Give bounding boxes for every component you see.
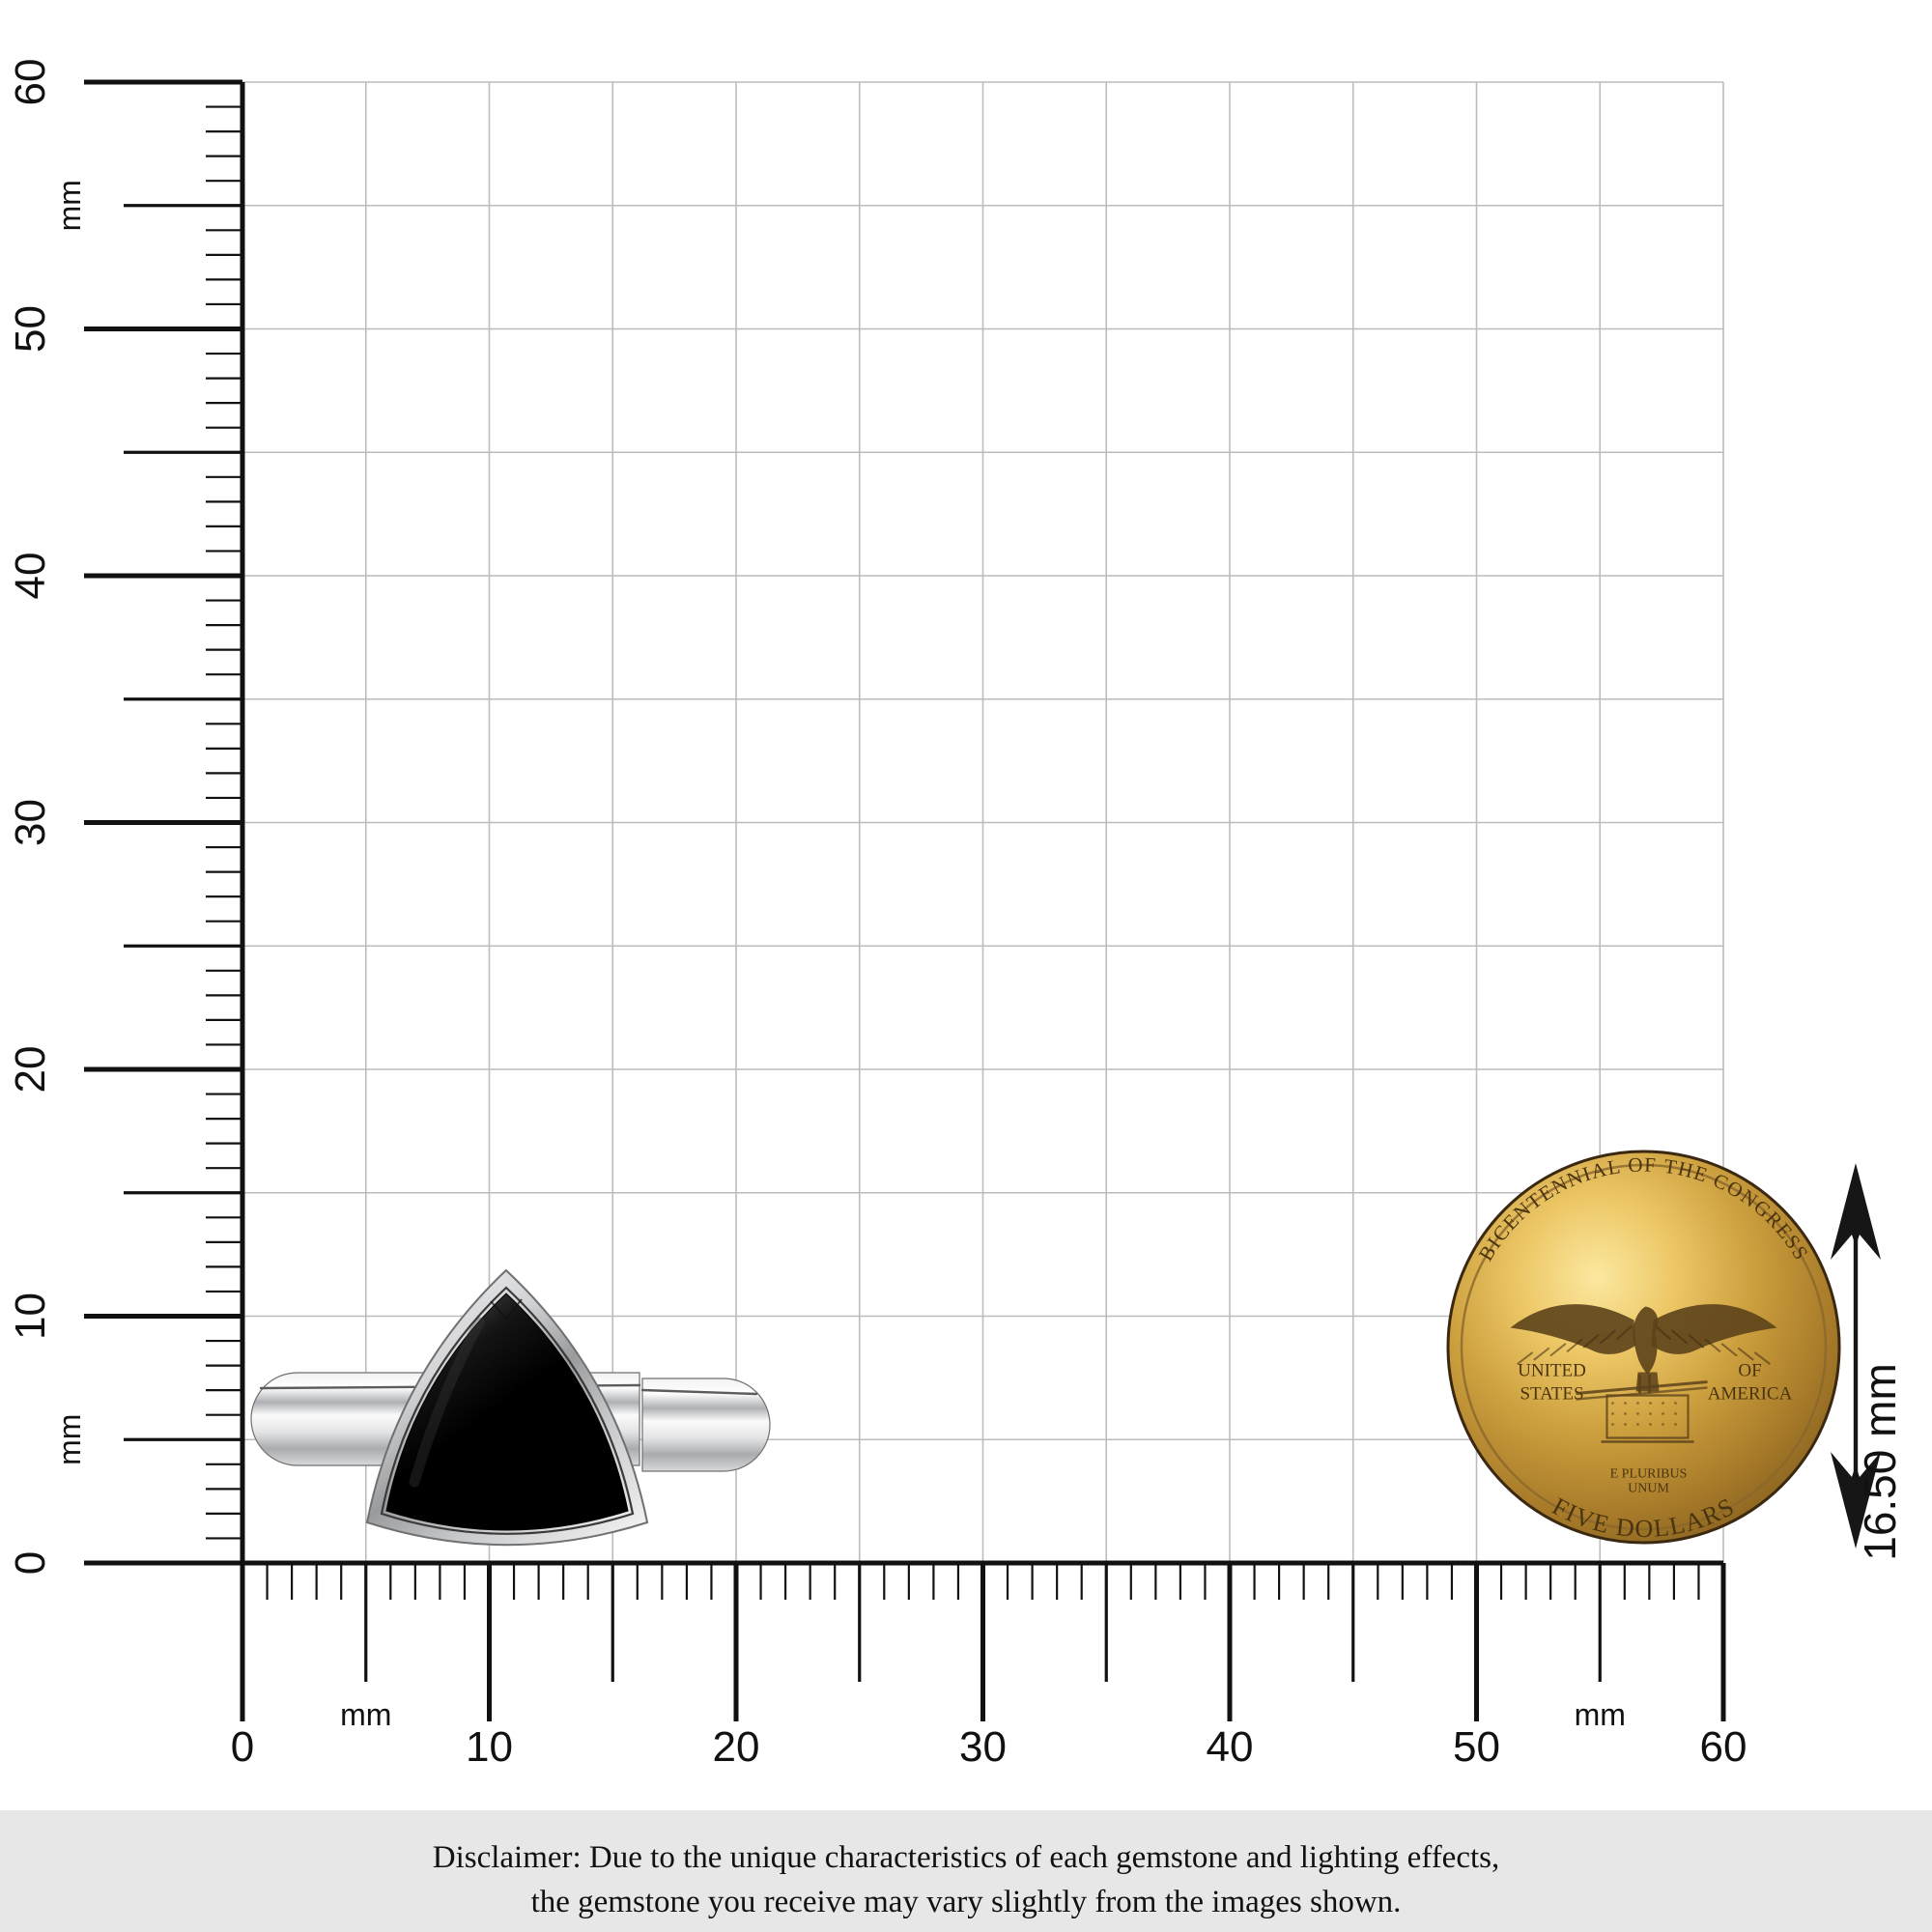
svg-text:60: 60 xyxy=(1700,1723,1747,1771)
svg-text:30: 30 xyxy=(7,799,54,846)
svg-text:50: 50 xyxy=(1453,1723,1500,1771)
svg-text:40: 40 xyxy=(1207,1723,1254,1771)
svg-text:16.50 mm: 16.50 mm xyxy=(1855,1363,1905,1561)
svg-text:UNITED: UNITED xyxy=(1518,1361,1586,1381)
svg-text:AMERICA: AMERICA xyxy=(1708,1384,1793,1405)
svg-text:mm: mm xyxy=(340,1697,391,1732)
svg-text:STATES: STATES xyxy=(1520,1384,1583,1405)
svg-text:OF: OF xyxy=(1738,1361,1761,1381)
svg-text:60: 60 xyxy=(7,59,54,106)
svg-text:40: 40 xyxy=(7,553,54,600)
svg-text:mm: mm xyxy=(52,1414,87,1465)
svg-text:10: 10 xyxy=(7,1293,54,1340)
svg-text:20: 20 xyxy=(713,1723,760,1771)
svg-text:mm: mm xyxy=(52,180,87,231)
svg-text:0: 0 xyxy=(7,1551,54,1575)
svg-text:10: 10 xyxy=(466,1723,513,1771)
svg-text:30: 30 xyxy=(959,1723,1007,1771)
svg-text:mm: mm xyxy=(1575,1697,1626,1732)
svg-text:0: 0 xyxy=(231,1723,254,1771)
svg-text:50: 50 xyxy=(7,305,54,353)
svg-text:20: 20 xyxy=(7,1046,54,1094)
svg-text:E PLURIBUS: E PLURIBUS xyxy=(1610,1467,1688,1482)
svg-text:UNUM: UNUM xyxy=(1628,1482,1669,1496)
